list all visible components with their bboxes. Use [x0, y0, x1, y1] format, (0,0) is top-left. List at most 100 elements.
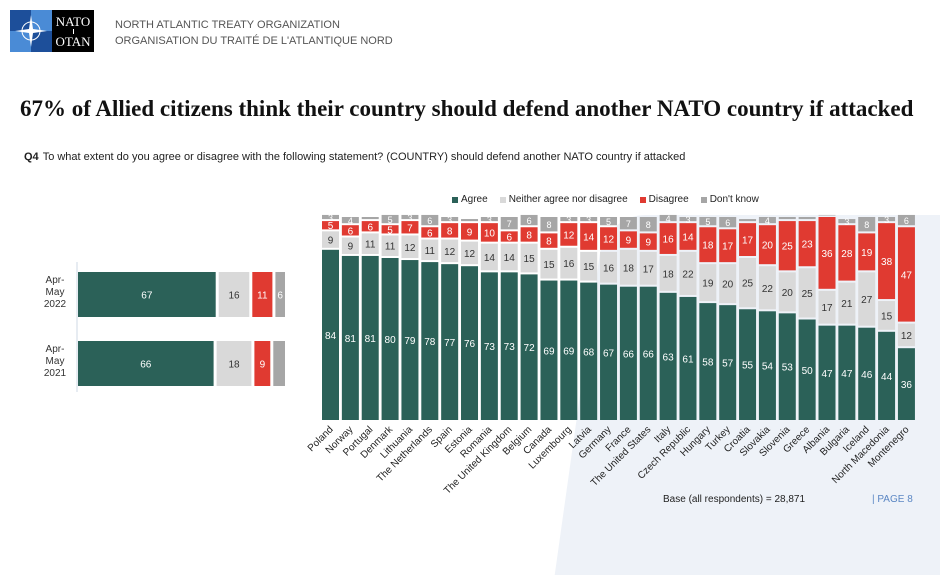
data-label: 72 [524, 343, 536, 354]
bar-segment-disagree [381, 225, 399, 234]
bar-segment-disagree [254, 341, 271, 386]
data-label: 5 [705, 217, 710, 227]
data-label: 17 [742, 236, 754, 247]
bar-segment-agree [361, 255, 379, 420]
bar-segment-agree [778, 313, 796, 420]
legend-label: Neither agree nor disagree [508, 194, 628, 205]
data-label: 27 [861, 295, 873, 306]
data-label: 47 [821, 369, 833, 380]
bar-segment-agree [560, 280, 578, 420]
bar-segment-agree [421, 262, 439, 420]
data-label: 15 [881, 311, 893, 322]
bar-segment-disagree [858, 233, 876, 271]
page-title: 67% of Allied citizens think their count… [20, 96, 914, 121]
bar-segment-agree [659, 292, 677, 420]
data-label: 57 [722, 359, 734, 370]
data-label: 53 [782, 363, 794, 374]
legend-item-dont-know: Don't know [700, 194, 759, 205]
data-label: 3 [566, 215, 571, 225]
bar-segment-disagree [639, 233, 657, 250]
category-label: Apr- [46, 275, 65, 286]
legend-swatch [499, 196, 506, 203]
bar-segment-neither [659, 255, 677, 291]
category-label: May [46, 287, 65, 298]
bar-segment-neither [461, 241, 479, 265]
organization-name: NORTH ATLANTIC TREATY ORGANIZATION ORGAN… [115, 17, 393, 49]
data-label: 12 [444, 247, 456, 258]
data-label: 78 [424, 337, 436, 348]
bar-segment-dont-know [441, 217, 459, 222]
bar-segment-dont-know [758, 217, 776, 224]
legend-swatch [639, 196, 646, 203]
legend-item-disagree: Disagree [639, 194, 689, 205]
data-label: 44 [881, 372, 893, 383]
legend-swatch [452, 196, 458, 203]
bar-segment-agree [322, 249, 339, 420]
bar-segment-neither [600, 251, 618, 283]
data-label: 17 [821, 303, 833, 314]
data-label: 3 [447, 215, 452, 225]
data-label: 19 [702, 279, 714, 290]
nato-logo: NATO OTAN [10, 10, 94, 52]
data-label: 4 [666, 214, 671, 224]
data-label: 5 [388, 215, 393, 225]
chart-legend: Agree Neither agree nor disagree Disagre… [452, 194, 759, 205]
data-label: 67 [141, 291, 153, 302]
data-label: 25 [802, 289, 814, 300]
data-label: 3 [685, 215, 690, 225]
bar-segment-agree [78, 341, 214, 386]
data-label: 3 [407, 213, 412, 223]
bar-segment-disagree [600, 227, 618, 250]
data-label: 9 [260, 360, 266, 371]
bar-segment-neither [520, 243, 538, 273]
bar-segment-agree [600, 284, 618, 420]
logo-text-otan: OTAN [55, 33, 91, 49]
bar-segment-dont-know [322, 214, 339, 220]
data-label: 14 [583, 233, 595, 244]
data-label: 12 [404, 243, 416, 254]
bar-segment-disagree [659, 223, 677, 254]
data-label: 11 [425, 246, 436, 257]
data-label: 8 [447, 226, 453, 237]
bar-segment-dont-know [659, 214, 677, 222]
bar-segment-disagree [401, 221, 419, 234]
data-label: 12 [464, 249, 476, 260]
bar-segment-dont-know [878, 217, 896, 222]
bar-segment-dont-know [600, 217, 618, 226]
data-label: 7 [507, 219, 512, 229]
data-label: 17 [643, 264, 655, 275]
bar-segment-dont-know [858, 217, 876, 232]
logo-text-nato: NATO [55, 13, 91, 29]
data-label: 6 [348, 226, 354, 237]
bar-segment-neither [361, 233, 379, 254]
bar-segment-disagree [878, 223, 896, 300]
bar-segment-neither [778, 272, 796, 312]
data-label: 68 [583, 347, 595, 358]
bar-segment-agree [878, 331, 896, 420]
question: Q4 To what extent do you agree or disagre… [24, 151, 685, 163]
bar-segment-agree [758, 311, 776, 420]
data-label: 66 [623, 349, 635, 360]
category-label: 2021 [44, 368, 67, 379]
bar-segment-neither [401, 235, 419, 259]
org-name-en: NORTH ATLANTIC TREATY ORGANIZATION [115, 19, 340, 31]
bar-segment-dont-know [540, 217, 558, 232]
data-label: 14 [682, 233, 694, 244]
data-label: 58 [702, 358, 714, 369]
bar-segment-agree [341, 255, 359, 420]
bar-segment-neither [739, 258, 757, 308]
bar-segment-disagree [361, 221, 379, 232]
bar-segment-agree [719, 305, 737, 420]
data-label: 22 [682, 269, 694, 280]
data-label: 46 [861, 370, 873, 381]
bar-segment-neither [500, 243, 518, 271]
bar-segment-disagree [778, 221, 796, 271]
bar-segment-disagree [739, 223, 757, 256]
bar-segment-agree [520, 274, 538, 420]
data-label: 81 [365, 334, 377, 345]
bar-segment-disagree [441, 223, 459, 238]
question-text: To what extent do you agree or disagree … [42, 151, 686, 163]
bar-segment-neither [480, 243, 498, 271]
data-label: 69 [543, 346, 555, 357]
data-label: 12 [901, 331, 913, 342]
